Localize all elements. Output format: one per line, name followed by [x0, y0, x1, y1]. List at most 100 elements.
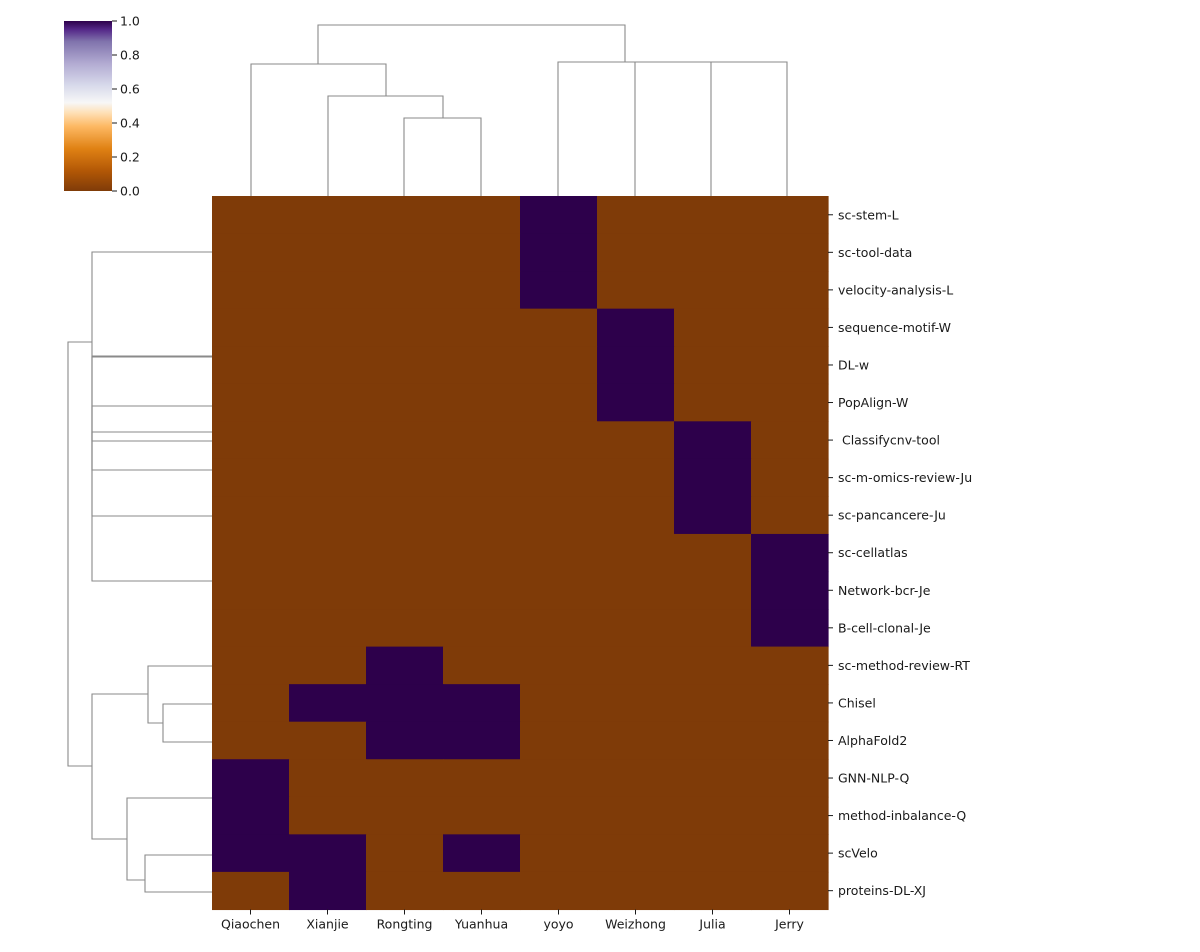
heatmap-cell-17-4 [520, 834, 598, 873]
heatmap-cell-6-4 [520, 421, 598, 460]
heatmap-cell-12-2 [366, 646, 444, 685]
row-label: scVelo [838, 846, 878, 861]
heatmap-cell-4-7 [751, 346, 829, 385]
heatmap-cell-2-2 [366, 271, 444, 310]
row-dendrogram-link [91, 431, 212, 582]
heatmap-cell-10-2 [366, 571, 444, 610]
heatmap-cell-7-3 [443, 458, 521, 497]
colorbar-tick-label: 0.6 [120, 82, 140, 97]
heatmap-cell-18-0 [212, 871, 290, 911]
heatmap-cell-3-1 [289, 308, 367, 347]
column-label: Rongting [377, 916, 433, 931]
heatmap-cell-16-6 [674, 796, 752, 835]
heatmap-cell-13-3 [443, 684, 521, 723]
heatmap-cell-15-0 [212, 759, 290, 798]
heatmap-cell-4-3 [443, 346, 521, 385]
column-label: Jerry [774, 916, 804, 931]
row-label: sc-stem-L [838, 207, 899, 222]
heatmap-grid [212, 196, 829, 911]
row-dendrogram-link [144, 854, 212, 893]
heatmap-cell-4-0 [212, 346, 290, 385]
column-dendrogram-link [673, 61, 788, 196]
column-labels: Qiaochen Xianjie Rongting Yuanhua yoyo Weizho… [221, 909, 805, 931]
heatmap-cell-9-4 [520, 533, 598, 573]
heatmap-cell-8-4 [520, 496, 598, 535]
heatmap-cell-6-7 [751, 421, 829, 460]
heatmap-cell-1-5 [597, 233, 675, 272]
heatmap-cell-12-5 [597, 646, 675, 685]
heatmap-cell-6-2 [366, 421, 444, 460]
heatmap-cell-10-0 [212, 571, 290, 610]
heatmap-cell-5-3 [443, 383, 521, 422]
heatmap-cell-11-0 [212, 609, 290, 648]
heatmap-cell-5-2 [366, 383, 444, 422]
heatmap-cell-13-7 [751, 684, 829, 723]
heatmap-cell-18-3 [443, 871, 521, 911]
heatmap-cell-8-5 [597, 496, 675, 535]
column-label: Qiaochen [221, 916, 280, 931]
row-dendrogram-link [91, 251, 212, 442]
heatmap-cell-5-6 [674, 383, 752, 422]
column-dendrogram-link [317, 24, 626, 64]
heatmap-cell-18-7 [751, 871, 829, 911]
row-dendrogram-link [126, 797, 212, 881]
row-label: Chisel [838, 695, 876, 710]
heatmap-cell-5-5 [597, 383, 675, 422]
heatmap-cell-9-7 [751, 533, 829, 573]
row-labels: sc-stem-L sc-tool-data velocity-analysis-L… [828, 207, 972, 898]
heatmap-cell-8-6 [674, 496, 752, 535]
heatmap-cell-4-6 [674, 346, 752, 385]
heatmap-cell-0-4 [520, 196, 598, 235]
column-label: Weizhong [605, 916, 666, 931]
heatmap-cell-16-3 [443, 796, 521, 835]
heatmap-cell-11-1 [289, 609, 367, 648]
heatmap-cell-16-7 [751, 796, 829, 835]
row-label: sc-m-omics-review-Ju [838, 470, 972, 485]
heatmap-cell-3-6 [674, 308, 752, 347]
column-label: Yuanhua [454, 916, 508, 931]
column-label: yoyo [543, 916, 573, 931]
heatmap-cell-15-3 [443, 759, 521, 798]
heatmap-cell-9-6 [674, 533, 752, 573]
row-dendrogram-link [91, 356, 212, 471]
heatmap-cell-11-7 [751, 609, 829, 648]
heatmap-cell-4-4 [520, 346, 598, 385]
heatmap-cell-7-5 [597, 458, 675, 497]
heatmap-cell-4-5 [597, 346, 675, 385]
row-label: sc-method-review-RT [838, 658, 970, 673]
heatmap-cell-3-2 [366, 308, 444, 347]
row-label: sc-pancancere-Ju [838, 508, 946, 523]
heatmap-cell-7-0 [212, 458, 290, 497]
heatmap-cell-13-6 [674, 684, 752, 723]
heatmap-cell-14-1 [289, 721, 367, 760]
heatmap-cell-2-6 [674, 271, 752, 310]
column-label: Julia [698, 916, 725, 931]
heatmap-cell-3-7 [751, 308, 829, 347]
heatmap-cell-11-4 [520, 609, 598, 648]
heatmap-cell-11-2 [366, 609, 444, 648]
heatmap-cell-15-2 [366, 759, 444, 798]
heatmap-cell-2-7 [751, 271, 829, 310]
row-dendrogram-link [67, 341, 92, 767]
row-dendrogram-link [147, 665, 212, 724]
heatmap-cell-8-3 [443, 496, 521, 535]
heatmap-cell-0-0 [212, 196, 290, 235]
heatmap-cell-0-2 [366, 196, 444, 235]
heatmap-cell-15-7 [751, 759, 829, 798]
heatmap-cell-13-4 [520, 684, 598, 723]
colorbar-tick-label: 0.2 [120, 150, 140, 165]
heatmap-cell-18-1 [289, 871, 367, 911]
heatmap-cell-12-3 [443, 646, 521, 685]
heatmap-cell-1-4 [520, 233, 598, 272]
row-label: PopAlign-W [838, 395, 908, 410]
heatmap-cell-12-4 [520, 646, 598, 685]
heatmap-cell-16-2 [366, 796, 444, 835]
heatmap-cell-17-0 [212, 834, 290, 873]
heatmap-cell-2-5 [597, 271, 675, 310]
heatmap-cell-12-1 [289, 646, 367, 685]
heatmap-cell-11-5 [597, 609, 675, 648]
column-label: Xianjie [306, 916, 349, 931]
heatmap-cell-5-4 [520, 383, 598, 422]
heatmap-cell-11-3 [443, 609, 521, 648]
